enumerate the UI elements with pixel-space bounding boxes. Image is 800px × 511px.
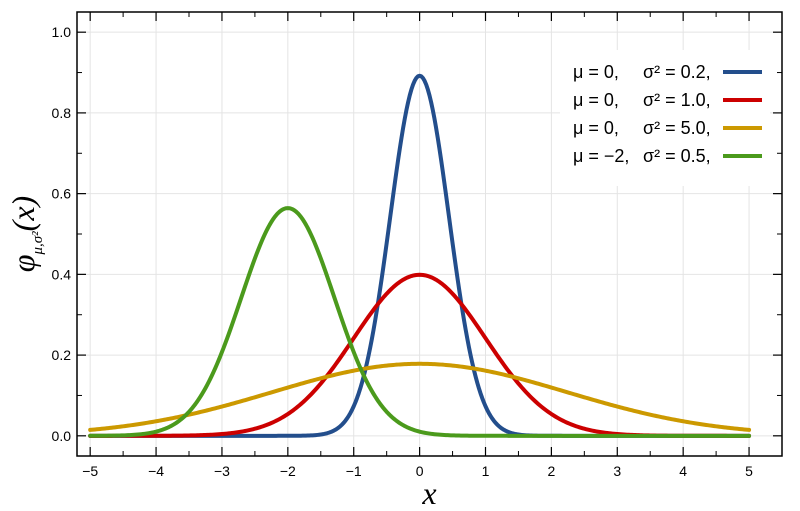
legend-mu-label: μ = 0, xyxy=(573,62,619,82)
x-tick-label: −4 xyxy=(148,463,164,479)
legend-sigma-label: σ² = 0.2, xyxy=(643,62,711,82)
x-tick-label: 4 xyxy=(679,463,687,479)
svg-text:φμ,σ²(x): φμ,σ²(x) xyxy=(5,196,46,272)
x-tick-label: −2 xyxy=(280,463,296,479)
legend-mu-label: μ = −2, xyxy=(573,146,629,166)
y-tick-label: 0.6 xyxy=(52,186,72,202)
legend-sigma-label: σ² = 1.0, xyxy=(643,90,711,110)
series-line-3 xyxy=(88,361,752,432)
y-axis-title: φμ,σ²(x) xyxy=(5,196,46,272)
tick-labels: −5 −4 −3 −2 −1 0 1 2 3 4 5 0.0 0.2 0.4 0.6 0.8 1.0 xyxy=(52,24,754,479)
y-axis-argument: (x) xyxy=(5,196,41,232)
y-tick-label: 0.0 xyxy=(52,428,72,444)
x-tick-label: 2 xyxy=(547,463,555,479)
x-tick-label: 5 xyxy=(745,463,753,479)
y-tick-label: 1.0 xyxy=(52,24,72,40)
curves xyxy=(88,73,752,438)
x-tick-label: 3 xyxy=(613,463,621,479)
legend: μ = 0, σ² = 0.2, μ = 0, σ² = 1.0, μ = 0, σ² =… xyxy=(560,50,770,186)
y-tick-label: 0.4 xyxy=(52,266,72,282)
y-axis-symbol: φ xyxy=(5,255,41,273)
x-tick-label: 0 xyxy=(416,463,424,479)
x-axis-title: x xyxy=(421,475,436,511)
legend-sigma-label: σ² = 5.0, xyxy=(643,118,711,138)
legend-sigma-label: σ² = 0.5, xyxy=(643,146,711,166)
axis-ticks xyxy=(77,12,782,456)
x-tick-label: −1 xyxy=(346,463,362,479)
y-tick-label: 0.2 xyxy=(52,347,72,363)
series-line-4 xyxy=(88,206,752,438)
x-tick-label: 1 xyxy=(482,463,490,479)
y-axis-subscript: μ,σ² xyxy=(30,231,46,256)
y-tick-label: 0.8 xyxy=(52,105,72,121)
legend-mu-label: μ = 0, xyxy=(573,118,619,138)
legend-mu-label: μ = 0, xyxy=(573,90,619,110)
x-tick-label: −5 xyxy=(82,463,98,479)
x-tick-label: −3 xyxy=(214,463,230,479)
